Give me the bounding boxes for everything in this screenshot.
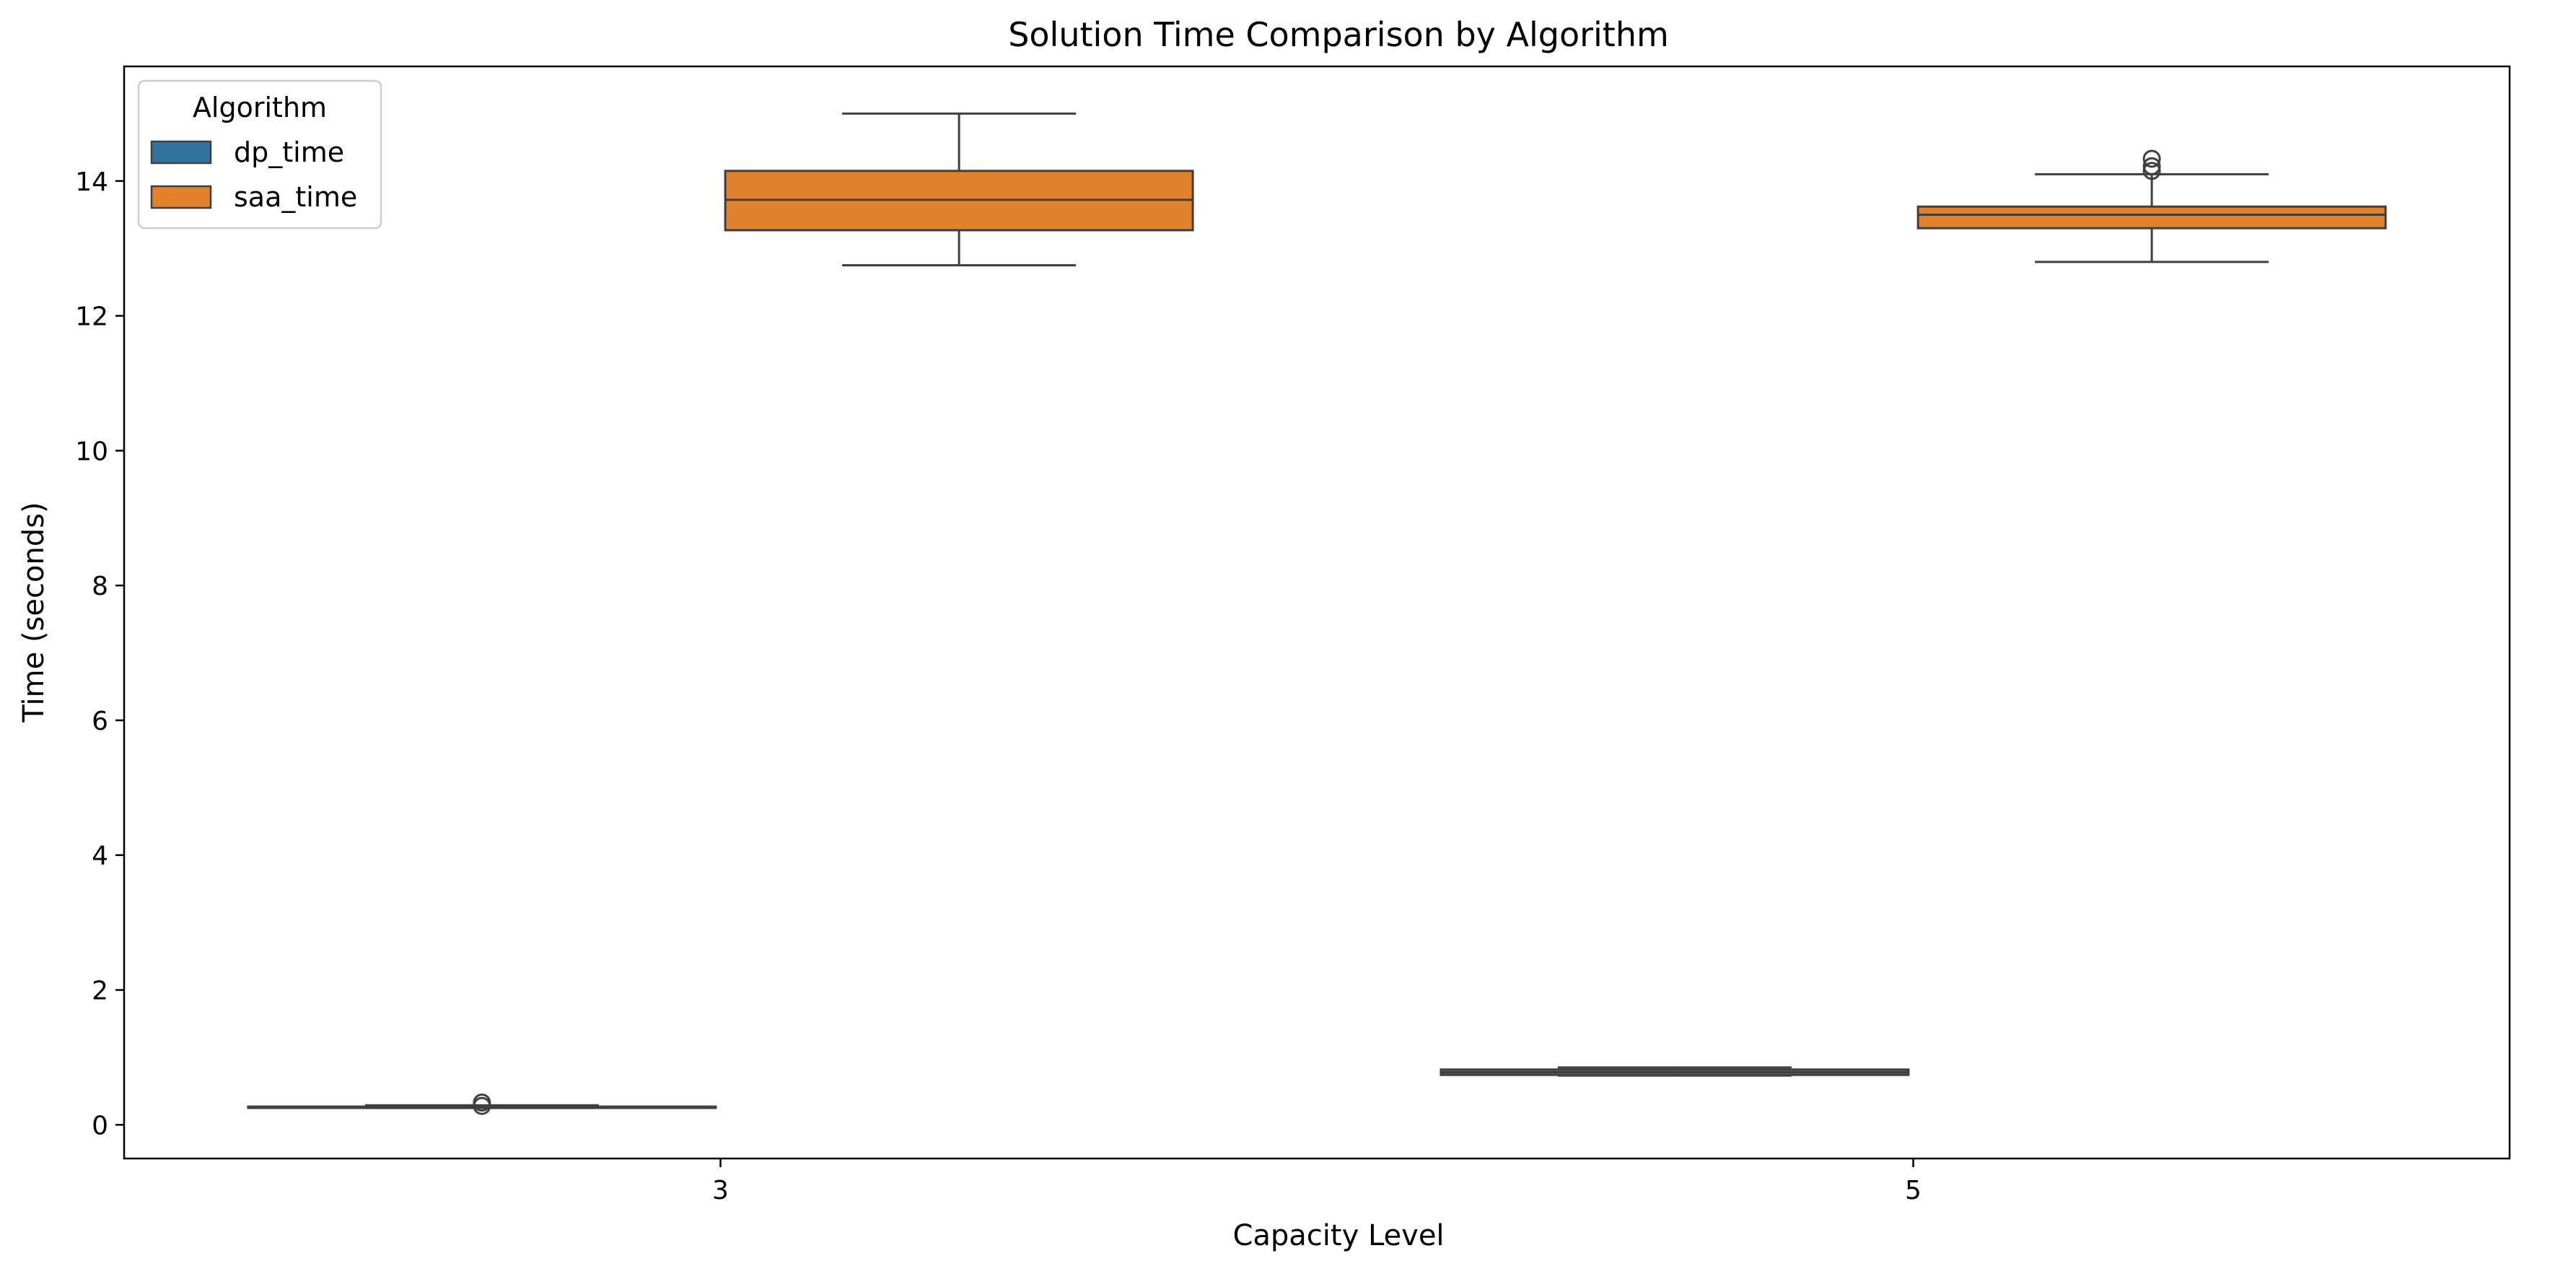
- box-iqr: [1916, 205, 2387, 230]
- outlier-point: [473, 1093, 491, 1112]
- box-saa_time-5: [1916, 149, 2387, 263]
- y-tick-label: 0: [92, 1111, 108, 1140]
- box-saa_time-3: [724, 112, 1194, 267]
- y-tick-label: 14: [75, 167, 108, 197]
- legend: Algorithm dp_time saa_time: [137, 79, 382, 230]
- legend-label-saa-time: saa_time: [234, 181, 357, 213]
- chart-title: Solution Time Comparison by Algorithm: [1008, 15, 1669, 54]
- plot-area: [247, 112, 2387, 1115]
- outlier-point: [2142, 149, 2161, 168]
- x-axis-title: Capacity Level: [1232, 1219, 1444, 1252]
- y-tick-label: 8: [92, 572, 108, 601]
- legend-title: Algorithm: [193, 92, 327, 123]
- legend-swatch-saa-time: [150, 185, 212, 209]
- outlier-point: [2142, 157, 2161, 175]
- y-tick-label: 12: [75, 302, 108, 332]
- outlier-point: [2142, 162, 2161, 180]
- box-dp_time-3: [247, 1093, 717, 1115]
- box-dp_time-5: [1440, 1066, 1910, 1077]
- x-tick-label: 5: [1905, 1176, 1922, 1205]
- x-tick-label: 3: [712, 1176, 729, 1205]
- y-tick-label: 2: [92, 977, 108, 1006]
- y-tick-label: 10: [75, 437, 108, 466]
- legend-swatch-dp-time: [150, 140, 212, 165]
- legend-label-dp-time: dp_time: [234, 136, 344, 168]
- y-tick-label: 6: [92, 707, 108, 736]
- y-tick-label: 4: [92, 842, 108, 871]
- plot-frame: [123, 65, 2511, 1160]
- y-axis: 0 2 4 6 8 10 12 14: [75, 167, 124, 1140]
- y-axis-title: Time (seconds): [17, 502, 51, 723]
